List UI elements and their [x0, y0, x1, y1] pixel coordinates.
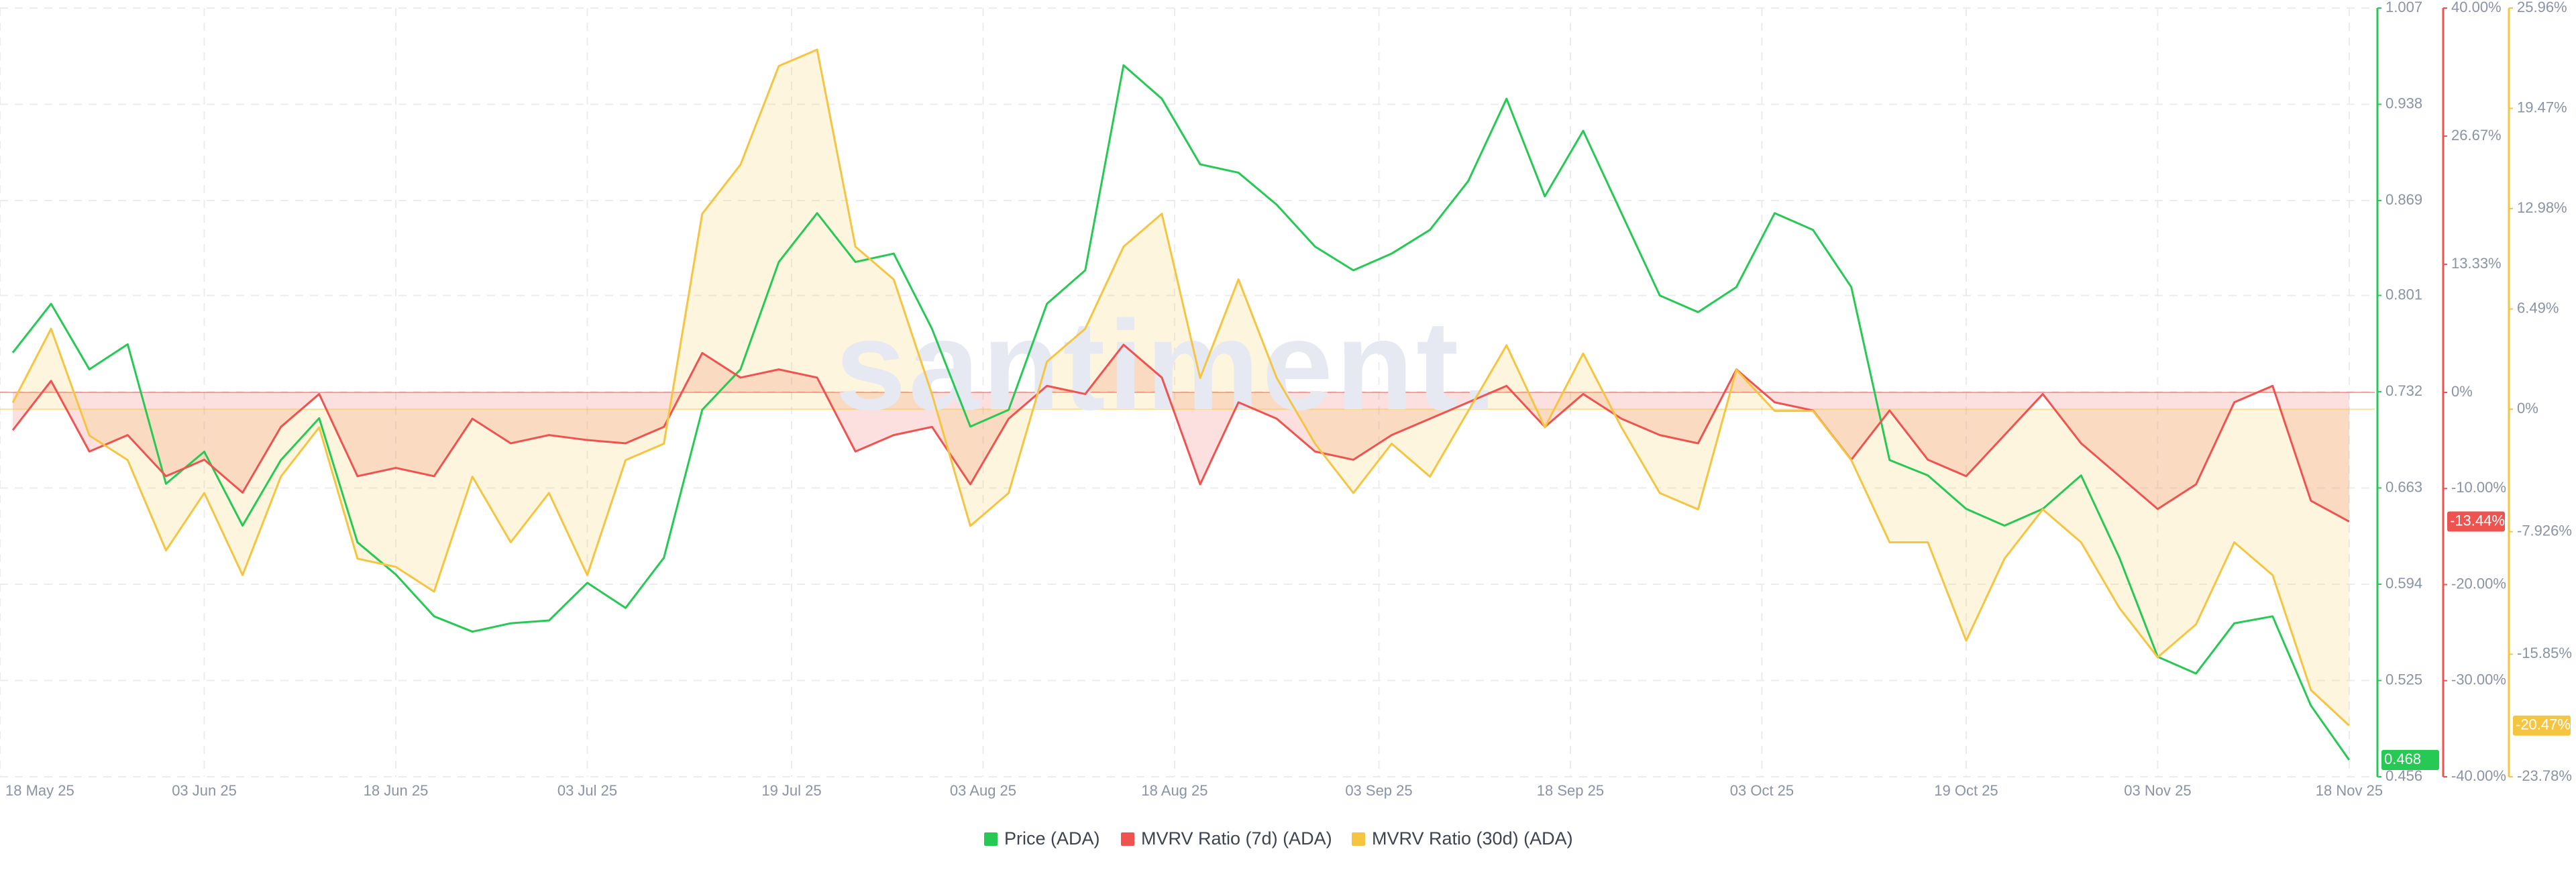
x-tick-label: 03 Oct 25 [1730, 782, 1794, 799]
y-tick-label: -10.00% [2451, 479, 2506, 496]
y-tick-label: 0.732 [2385, 382, 2422, 399]
y-tick-label: 25.96% [2517, 0, 2567, 15]
y-tick-label: 0% [2451, 383, 2473, 400]
legend-swatch[interactable] [984, 832, 998, 846]
y-tick-label: -20.00% [2451, 575, 2506, 592]
watermark: santiment. [835, 294, 1499, 437]
x-tick-label: 03 Aug 25 [950, 782, 1016, 799]
background-layer [0, 7, 2375, 777]
y-tick-label: 0.663 [2385, 478, 2422, 495]
y-tick-label: 1.007 [2385, 0, 2422, 15]
y-tick-label: 40.00% [2451, 0, 2502, 15]
legend-item[interactable]: MVRV Ratio (7d) (ADA) [1121, 828, 1332, 849]
legend-swatch[interactable] [1352, 832, 1365, 846]
value-badge [2447, 511, 2505, 532]
y-tick-label: 0.594 [2385, 575, 2422, 592]
x-tick-label: 03 Nov 25 [2124, 782, 2191, 799]
x-tick-label: 03 Jun 25 [172, 782, 237, 799]
x-tick-label: 18 Jun 25 [364, 782, 429, 799]
x-tick-label: 18 Nov 25 [2316, 782, 2383, 799]
legend-label[interactable]: MVRV Ratio (30d) (ADA) [1372, 828, 1573, 849]
value-badge-label: 0.468 [2384, 751, 2421, 767]
area-fill [13, 49, 2349, 726]
value-badge [2381, 750, 2439, 771]
series [11, 343, 2350, 523]
y-tick-label: 13.33% [2451, 255, 2502, 272]
series [11, 48, 2350, 726]
x-tick-label: 18 May 25 [5, 782, 74, 799]
y-tick-label: 0.801 [2385, 286, 2422, 303]
value-badge-label: -20.47% [2516, 716, 2571, 733]
y-tick-label: 26.67% [2451, 127, 2502, 144]
y-tick-label: -7.926% [2517, 523, 2572, 539]
x-tick-label: 03 Sep 25 [1345, 782, 1412, 799]
y-tick-label: 12.98% [2517, 199, 2567, 216]
x-tick-label: 03 Jul 25 [557, 782, 617, 799]
y-tick-label: -23.78% [2517, 767, 2572, 784]
legend: Price (ADA) MVRV Ratio (7d) (ADA) MVRV Rat… [984, 828, 1573, 849]
legend-swatch[interactable] [1121, 832, 1134, 846]
series-line [11, 343, 2350, 523]
y-tick-label: -40.00% [2451, 767, 2506, 784]
legend-item[interactable]: MVRV Ratio (30d) (ADA) [1352, 828, 1573, 849]
x-tick-label: 18 Aug 25 [1141, 782, 1208, 799]
series-line [11, 48, 2350, 726]
y-tick-label: -15.85% [2517, 645, 2572, 661]
y-tick-label: 6.49% [2517, 299, 2559, 316]
series-line [11, 64, 2351, 761]
legend-label[interactable]: Price (ADA) [1004, 828, 1100, 849]
legend-label[interactable]: MVRV Ratio (7d) (ADA) [1141, 828, 1332, 849]
y-tick-label: -30.00% [2451, 671, 2506, 688]
value-badge [2513, 715, 2571, 736]
x-tick-label: 19 Jul 25 [761, 782, 821, 799]
y-tick-label: 0.938 [2385, 95, 2422, 111]
y-tick-label: 19.47% [2517, 99, 2567, 115]
x-tick-label: 18 Sep 25 [1537, 782, 1604, 799]
value-badge-label: -13.44% [2450, 512, 2505, 529]
x-tick-label: 19 Oct 25 [1934, 782, 1998, 799]
y-tick-label: 0.869 [2385, 191, 2422, 208]
y-tick-label: 0% [2517, 400, 2538, 417]
y-tick-label: 0.525 [2385, 671, 2422, 688]
legend-item[interactable]: Price (ADA) [984, 828, 1100, 849]
series [11, 64, 2351, 761]
